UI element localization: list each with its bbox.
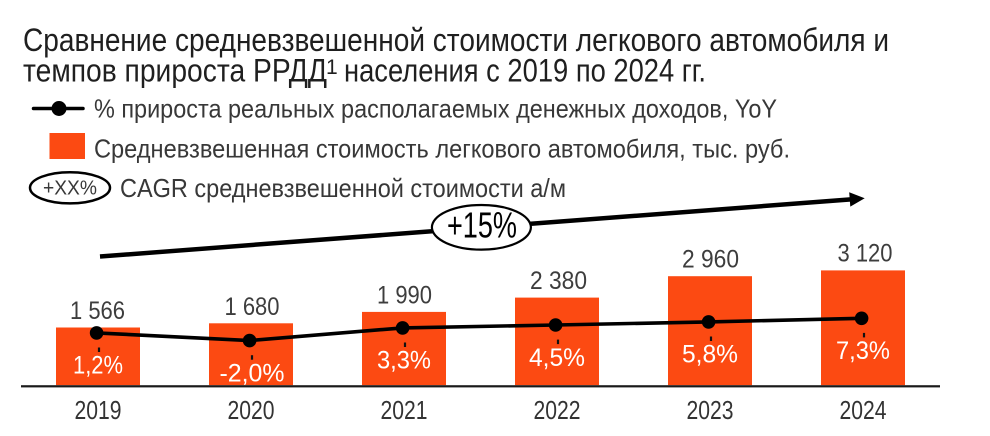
svg-text:1 680: 1 680 (225, 293, 280, 321)
svg-text:4,5%: 4,5% (529, 344, 585, 372)
svg-text:2020: 2020 (228, 395, 275, 425)
svg-text:CAGR средневзвешенной стоимост: CAGR средневзвешенной стоимости а/м (120, 173, 566, 203)
svg-text:темпов прироста РРДД: темпов прироста РРДД (23, 52, 327, 88)
svg-text:7,3%: 7,3% (836, 337, 890, 365)
svg-text:3 120: 3 120 (838, 240, 893, 268)
svg-text:% прироста реальных располагае: % прироста реальных располагаемых денежн… (94, 94, 777, 124)
svg-text:+XX%: +XX% (43, 178, 97, 200)
svg-text:-2,0%: -2,0% (220, 359, 285, 387)
svg-text:5,8%: 5,8% (682, 341, 738, 369)
svg-text:+15%: +15% (447, 205, 517, 246)
svg-text:2 960: 2 960 (682, 245, 739, 273)
svg-text:1 566: 1 566 (70, 297, 125, 325)
svg-text:1,2%: 1,2% (73, 352, 123, 380)
svg-text:2022: 2022 (534, 395, 581, 425)
svg-text:2023: 2023 (687, 395, 734, 425)
svg-text:2024: 2024 (840, 395, 887, 425)
svg-text:1 990: 1 990 (377, 281, 432, 309)
svg-text:1: 1 (326, 56, 338, 79)
svg-text:2021: 2021 (381, 395, 428, 425)
svg-text:населения с 2019 по 2024 гг.: населения с 2019 по 2024 гг. (344, 52, 706, 88)
svg-text:2019: 2019 (75, 395, 122, 425)
svg-text:Средневзвешенная стоимость лег: Средневзвешенная стоимость легкового авт… (94, 134, 790, 164)
svg-text:3,3%: 3,3% (377, 347, 431, 375)
svg-text:2 380: 2 380 (530, 267, 587, 295)
svg-text:Сравнение средневзвешенной сто: Сравнение средневзвешенной стоимости лег… (23, 22, 889, 58)
